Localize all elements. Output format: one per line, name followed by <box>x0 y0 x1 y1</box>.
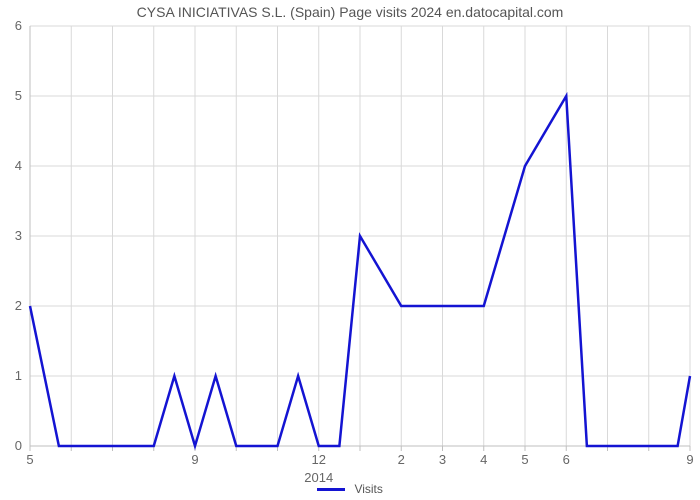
chart-container: CYSA INICIATIVAS S.L. (Spain) Page visit… <box>0 0 700 500</box>
svg-text:5: 5 <box>521 452 528 467</box>
legend: Visits <box>0 481 700 496</box>
svg-text:9: 9 <box>191 452 198 467</box>
svg-text:2: 2 <box>15 298 22 313</box>
svg-text:1: 1 <box>15 368 22 383</box>
svg-text:6: 6 <box>563 452 570 467</box>
svg-text:4: 4 <box>480 452 487 467</box>
svg-text:3: 3 <box>15 228 22 243</box>
svg-text:3: 3 <box>439 452 446 467</box>
svg-text:12: 12 <box>312 452 326 467</box>
svg-text:9: 9 <box>686 452 693 467</box>
chart-title: CYSA INICIATIVAS S.L. (Spain) Page visit… <box>0 4 700 20</box>
svg-text:5: 5 <box>26 452 33 467</box>
svg-text:2: 2 <box>398 452 405 467</box>
legend-label: Visits <box>354 482 382 496</box>
chart-plot: 0123456 5912234569 <box>30 26 690 446</box>
legend-swatch <box>317 488 345 491</box>
svg-text:0: 0 <box>15 438 22 453</box>
svg-text:6: 6 <box>15 18 22 33</box>
svg-text:4: 4 <box>15 158 22 173</box>
y-axis: 0 1 2 3 4 5 6 <box>15 18 22 453</box>
svg-text:5: 5 <box>15 88 22 103</box>
x-axis: 5 9 12 2 3 4 5 6 9 <box>26 446 693 467</box>
